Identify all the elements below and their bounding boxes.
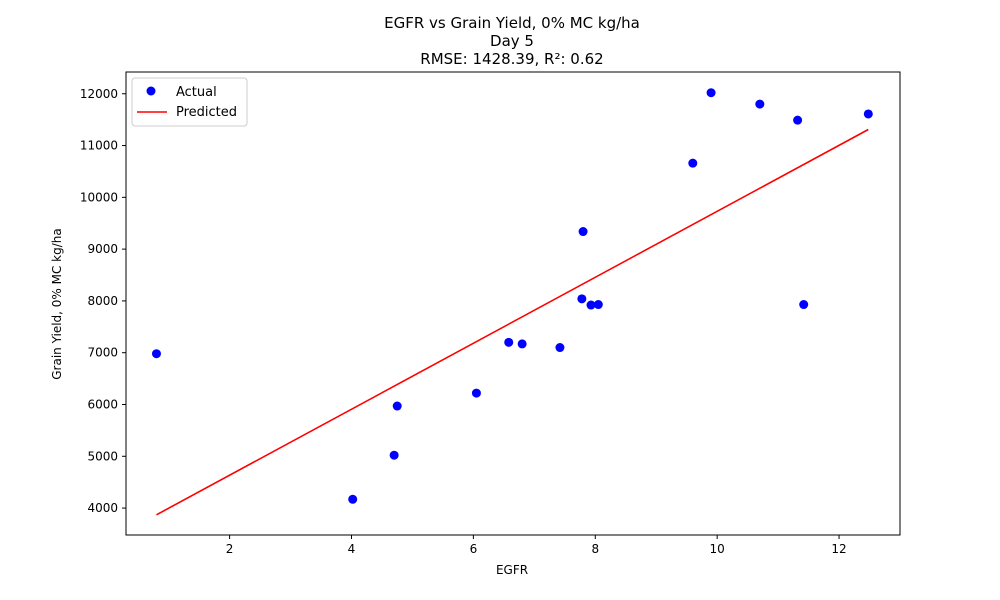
- x-tick-label: 6: [470, 542, 478, 556]
- actual-point: [706, 88, 716, 98]
- legend-box: [131, 77, 248, 127]
- actual-point: [577, 294, 587, 304]
- x-tick-label: 8: [591, 542, 599, 556]
- legend-marker-actual: [146, 86, 156, 96]
- y-tick-label: 7000: [87, 346, 118, 360]
- legend: Actual Predicted: [131, 77, 248, 127]
- legend-label-actual: Actual: [176, 85, 217, 100]
- y-tick-label: 6000: [87, 397, 118, 411]
- actual-point: [348, 494, 358, 504]
- y-tick-label: 10000: [80, 190, 118, 204]
- actual-point: [593, 300, 603, 310]
- chart-title: EGFR vs Grain Yield, 0% MC kg/ha Day 5 R…: [384, 14, 640, 68]
- actual-point: [392, 401, 402, 411]
- chart-title-line-1: EGFR vs Grain Yield, 0% MC kg/ha: [384, 14, 640, 32]
- y-tick-label: 5000: [87, 449, 118, 463]
- x-axis-label: EGFR: [496, 563, 528, 577]
- y-axis-label: Grain Yield, 0% MC kg/ha: [50, 228, 64, 380]
- y-tick-label: 8000: [87, 294, 118, 308]
- plot-frame: [125, 71, 901, 536]
- actual-point: [863, 109, 873, 119]
- x-tick-label: 4: [348, 542, 356, 556]
- actual-point: [471, 388, 481, 398]
- legend-label-predicted: Predicted: [176, 105, 237, 120]
- x-tick-label: 2: [226, 542, 234, 556]
- actual-point: [389, 450, 399, 460]
- y-tick-label: 9000: [87, 242, 118, 256]
- actual-point: [555, 343, 565, 353]
- x-tick-label: 12: [831, 542, 846, 556]
- actual-point: [151, 349, 161, 359]
- actual-point: [504, 337, 514, 347]
- actual-point: [688, 158, 698, 168]
- series-layer: [151, 88, 873, 516]
- actual-point: [578, 227, 588, 237]
- actual-point: [799, 300, 809, 310]
- actual-point: [586, 300, 596, 310]
- y-tick-label: 11000: [80, 139, 118, 153]
- actual-point: [517, 339, 527, 349]
- x-axis-ticks: 2 4 6 8 10 12: [226, 535, 847, 556]
- chart-title-line-2: Day 5: [490, 32, 534, 50]
- actual-point: [793, 115, 803, 125]
- actual-point: [755, 99, 765, 109]
- y-tick-label: 4000: [87, 501, 118, 515]
- y-tick-label: 12000: [80, 87, 118, 101]
- plot-area: 400050006000700080009000100001100012000 …: [80, 71, 901, 556]
- chart-title-line-3: RMSE: 1428.39, R²: 0.62: [420, 50, 603, 68]
- predicted-line: [156, 128, 869, 516]
- y-axis-ticks: 4000 5000 6000 7000 8000 9000 10000 11000 12000: [80, 87, 126, 515]
- x-tick-label: 10: [710, 542, 725, 556]
